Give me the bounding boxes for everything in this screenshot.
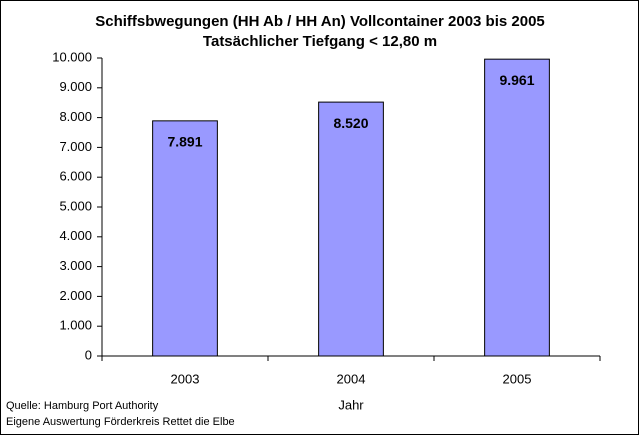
y-tick-label: 1.000 — [59, 318, 92, 333]
bar — [484, 58, 550, 357]
x-tick-label: 2004 — [337, 371, 366, 386]
y-tick-label: 10.000 — [52, 49, 92, 64]
y-tick-label: 8.000 — [59, 109, 92, 124]
y-tick-label: 7.000 — [59, 139, 92, 154]
value-label: 8.520 — [333, 115, 368, 131]
y-tick-label: 0 — [85, 347, 92, 362]
chart-title: Schiffsbwegungen (HH Ab / HH An) Vollcon… — [95, 13, 545, 30]
value-label: 9.961 — [499, 72, 534, 88]
value-label: 7.891 — [167, 134, 202, 150]
y-tick-label: 3.000 — [59, 258, 92, 273]
source-note: Quelle: Hamburg Port Authority — [6, 400, 159, 412]
y-tick-label: 5.000 — [59, 198, 92, 213]
y-tick-label: 2.000 — [59, 288, 92, 303]
bar — [318, 101, 384, 357]
author-note: Eigene Auswertung Förderkreis Rettet die… — [6, 416, 235, 428]
bar — [152, 120, 218, 357]
y-tick-label: 6.000 — [59, 169, 92, 184]
y-tick-label: 4.000 — [59, 228, 92, 243]
chart-subtitle: Tatsächlicher Tiefgang < 12,80 m — [203, 33, 437, 50]
x-tick-label: 2005 — [503, 371, 532, 386]
y-tick-label: 9.000 — [59, 79, 92, 94]
x-axis-label: Jahr — [338, 397, 364, 412]
x-tick-label: 2003 — [171, 371, 200, 386]
